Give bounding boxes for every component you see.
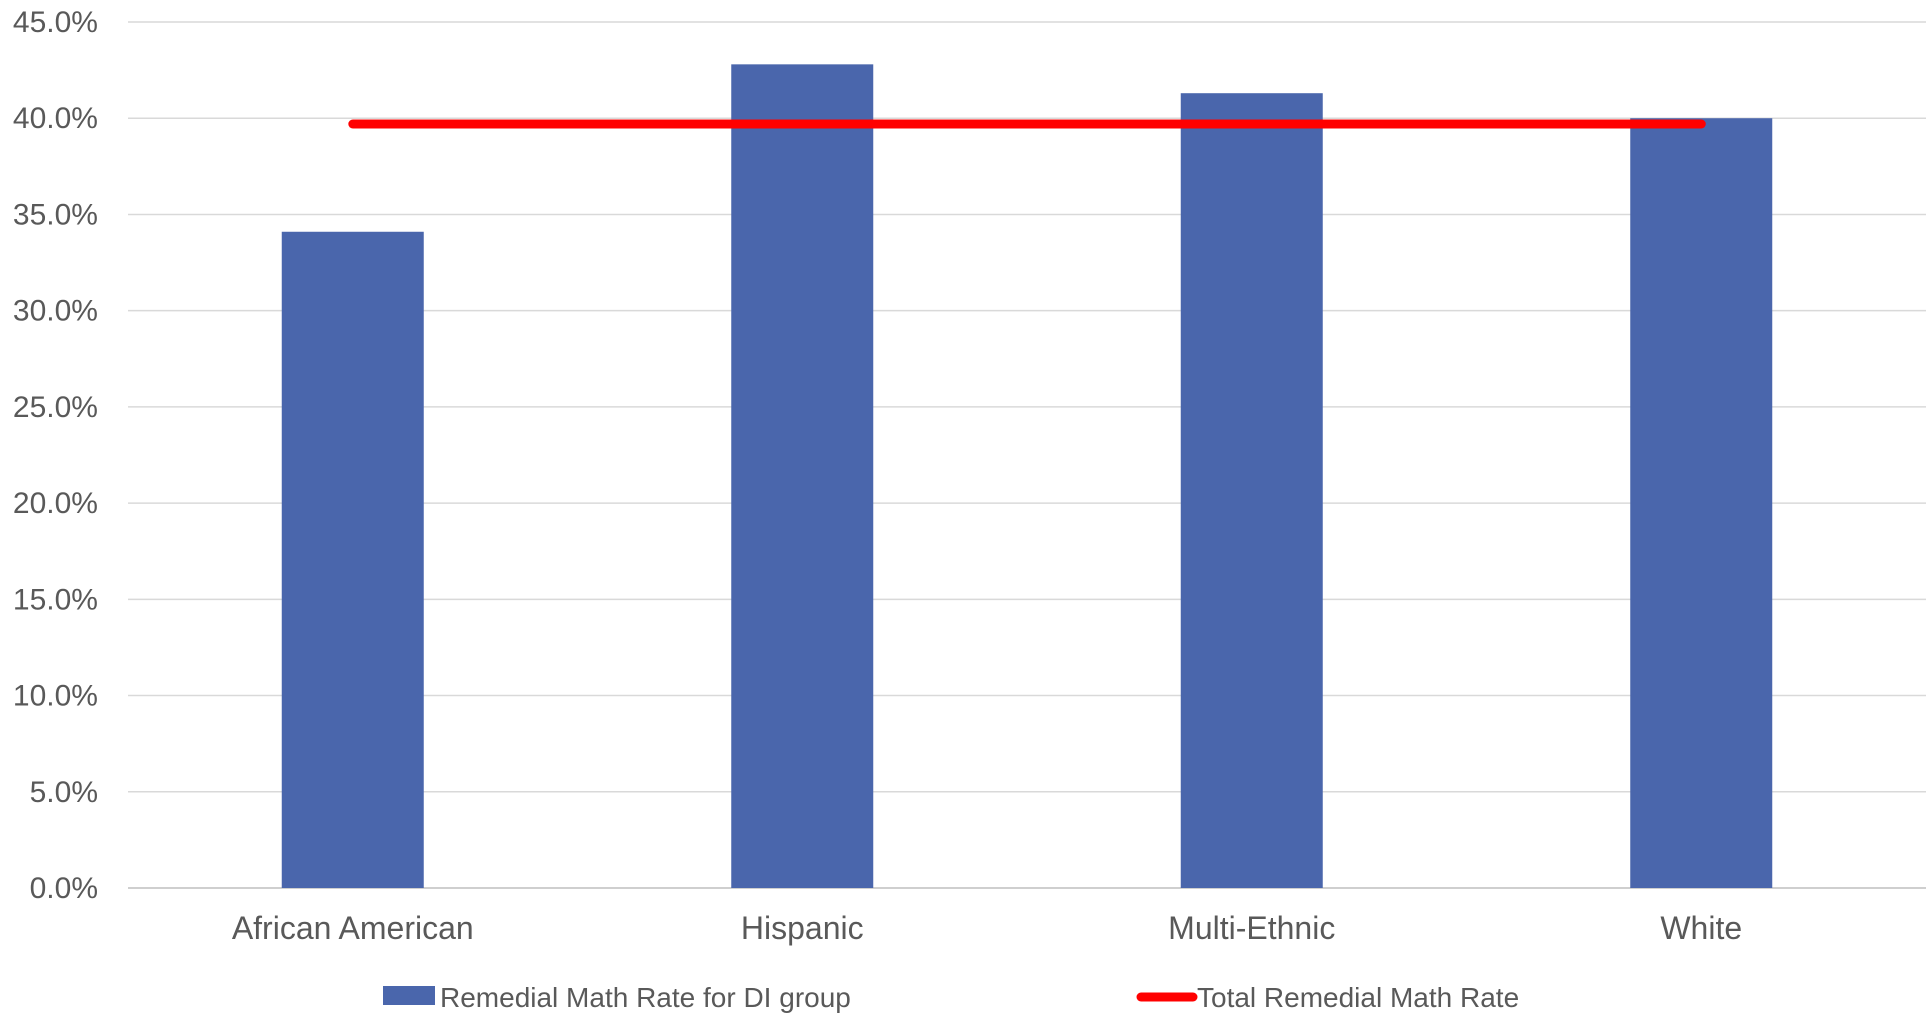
y-tick-label: 35.0% bbox=[13, 198, 98, 231]
bar-multi-ethnic bbox=[1180, 93, 1323, 888]
y-tick-label: 0.0% bbox=[30, 872, 98, 905]
legend-bar-swatch bbox=[383, 986, 435, 1005]
x-category-label: Hispanic bbox=[741, 910, 864, 946]
y-tick-label: 45.0% bbox=[13, 6, 98, 39]
y-tick-label: 25.0% bbox=[13, 391, 98, 424]
y-tick-label: 5.0% bbox=[30, 776, 98, 809]
y-tick-label: 30.0% bbox=[13, 295, 98, 328]
legend-label-line-series: Total Remedial Math Rate bbox=[1197, 982, 1519, 1013]
y-tick-label: 20.0% bbox=[13, 487, 98, 520]
x-category-label: White bbox=[1660, 910, 1742, 946]
y-tick-label: 40.0% bbox=[13, 102, 98, 135]
x-category-label: Multi-Ethnic bbox=[1168, 910, 1335, 946]
y-tick-label: 10.0% bbox=[13, 680, 98, 713]
bar-white bbox=[1630, 118, 1773, 888]
legend-label-bar-series: Remedial Math Rate for DI group bbox=[440, 982, 851, 1013]
bar-african-american bbox=[281, 231, 424, 888]
x-category-label: African American bbox=[232, 910, 474, 946]
y-tick-label: 15.0% bbox=[13, 583, 98, 616]
bar-hispanic bbox=[731, 64, 874, 889]
